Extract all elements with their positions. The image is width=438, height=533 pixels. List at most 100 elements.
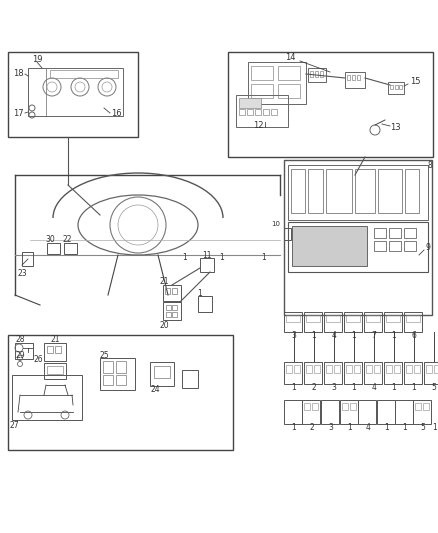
Bar <box>47 346 53 353</box>
Bar <box>326 169 352 213</box>
Bar <box>251 84 273 98</box>
Text: 1: 1 <box>261 254 266 262</box>
Bar <box>50 70 118 78</box>
Bar <box>324 312 342 332</box>
Bar <box>346 315 360 322</box>
Text: 5: 5 <box>420 424 425 432</box>
Bar <box>47 243 60 254</box>
Text: 1: 1 <box>352 384 357 392</box>
Bar <box>315 71 318 77</box>
Bar <box>8 335 233 450</box>
Text: 3: 3 <box>328 424 333 432</box>
Text: 12: 12 <box>253 120 263 130</box>
Text: 15: 15 <box>410 77 420 86</box>
Bar <box>28 68 123 116</box>
Text: 13: 13 <box>390 124 400 133</box>
Bar <box>284 228 291 240</box>
Bar <box>239 98 261 108</box>
Bar <box>64 243 77 254</box>
Bar <box>404 241 416 251</box>
Bar <box>172 312 177 317</box>
Bar <box>255 109 261 115</box>
Bar <box>386 315 400 322</box>
Bar <box>8 52 138 137</box>
Bar <box>388 82 404 94</box>
Bar <box>321 400 339 424</box>
Bar <box>304 362 322 384</box>
Bar <box>326 315 340 322</box>
Bar <box>292 226 367 266</box>
Text: 20: 20 <box>159 320 169 329</box>
Bar <box>228 52 433 157</box>
Bar <box>44 363 66 379</box>
Bar <box>47 366 63 374</box>
Bar <box>251 66 273 80</box>
Bar <box>278 66 300 80</box>
Text: 1: 1 <box>292 424 297 432</box>
Text: 1: 1 <box>292 384 297 392</box>
Bar <box>165 288 170 294</box>
Bar <box>200 258 214 272</box>
Bar <box>346 365 352 373</box>
Bar <box>166 312 171 317</box>
Text: 1: 1 <box>183 253 187 262</box>
Text: 28: 28 <box>15 335 25 344</box>
Bar <box>434 365 438 373</box>
Bar <box>286 365 292 373</box>
Text: 18: 18 <box>13 69 23 78</box>
Bar <box>163 302 181 320</box>
Text: 1: 1 <box>352 332 357 341</box>
Bar <box>404 228 416 238</box>
Bar <box>395 400 413 424</box>
Text: 1: 1 <box>311 332 316 341</box>
Bar <box>284 160 432 315</box>
Text: 24: 24 <box>150 385 160 394</box>
Text: 21: 21 <box>159 277 169 286</box>
Bar <box>284 362 302 384</box>
Bar <box>366 365 372 373</box>
Bar <box>324 362 342 384</box>
Bar <box>374 241 386 251</box>
Bar <box>15 343 33 359</box>
Bar <box>263 109 269 115</box>
Bar <box>103 361 113 373</box>
Text: 2: 2 <box>311 384 316 392</box>
Bar <box>288 165 428 220</box>
Bar <box>423 403 429 410</box>
Bar <box>306 315 320 322</box>
Bar <box>326 365 332 373</box>
Bar <box>150 362 174 386</box>
Text: 3: 3 <box>332 384 336 392</box>
Bar <box>377 400 395 424</box>
Bar <box>247 109 253 115</box>
Bar <box>384 362 402 384</box>
Bar <box>28 68 46 116</box>
Bar <box>394 365 400 373</box>
Bar <box>278 84 300 98</box>
Bar <box>399 85 402 89</box>
Bar <box>342 403 348 410</box>
Bar <box>154 366 170 378</box>
Bar <box>172 288 177 294</box>
Bar <box>182 370 198 388</box>
Bar <box>304 403 310 410</box>
Bar <box>344 312 362 332</box>
Bar <box>288 222 428 272</box>
Bar <box>364 312 382 332</box>
Bar <box>320 71 323 77</box>
Bar <box>414 365 420 373</box>
Text: 1: 1 <box>385 424 389 432</box>
Text: 7: 7 <box>371 332 376 341</box>
Bar <box>294 365 300 373</box>
Bar <box>314 365 320 373</box>
Text: 6: 6 <box>412 332 417 341</box>
Bar <box>390 85 393 89</box>
Bar <box>239 109 245 115</box>
Bar <box>198 296 212 312</box>
Bar <box>308 169 323 213</box>
Bar <box>334 365 340 373</box>
Bar <box>413 400 431 424</box>
Bar <box>404 312 422 332</box>
Text: 1: 1 <box>198 288 202 297</box>
Bar <box>424 362 438 384</box>
